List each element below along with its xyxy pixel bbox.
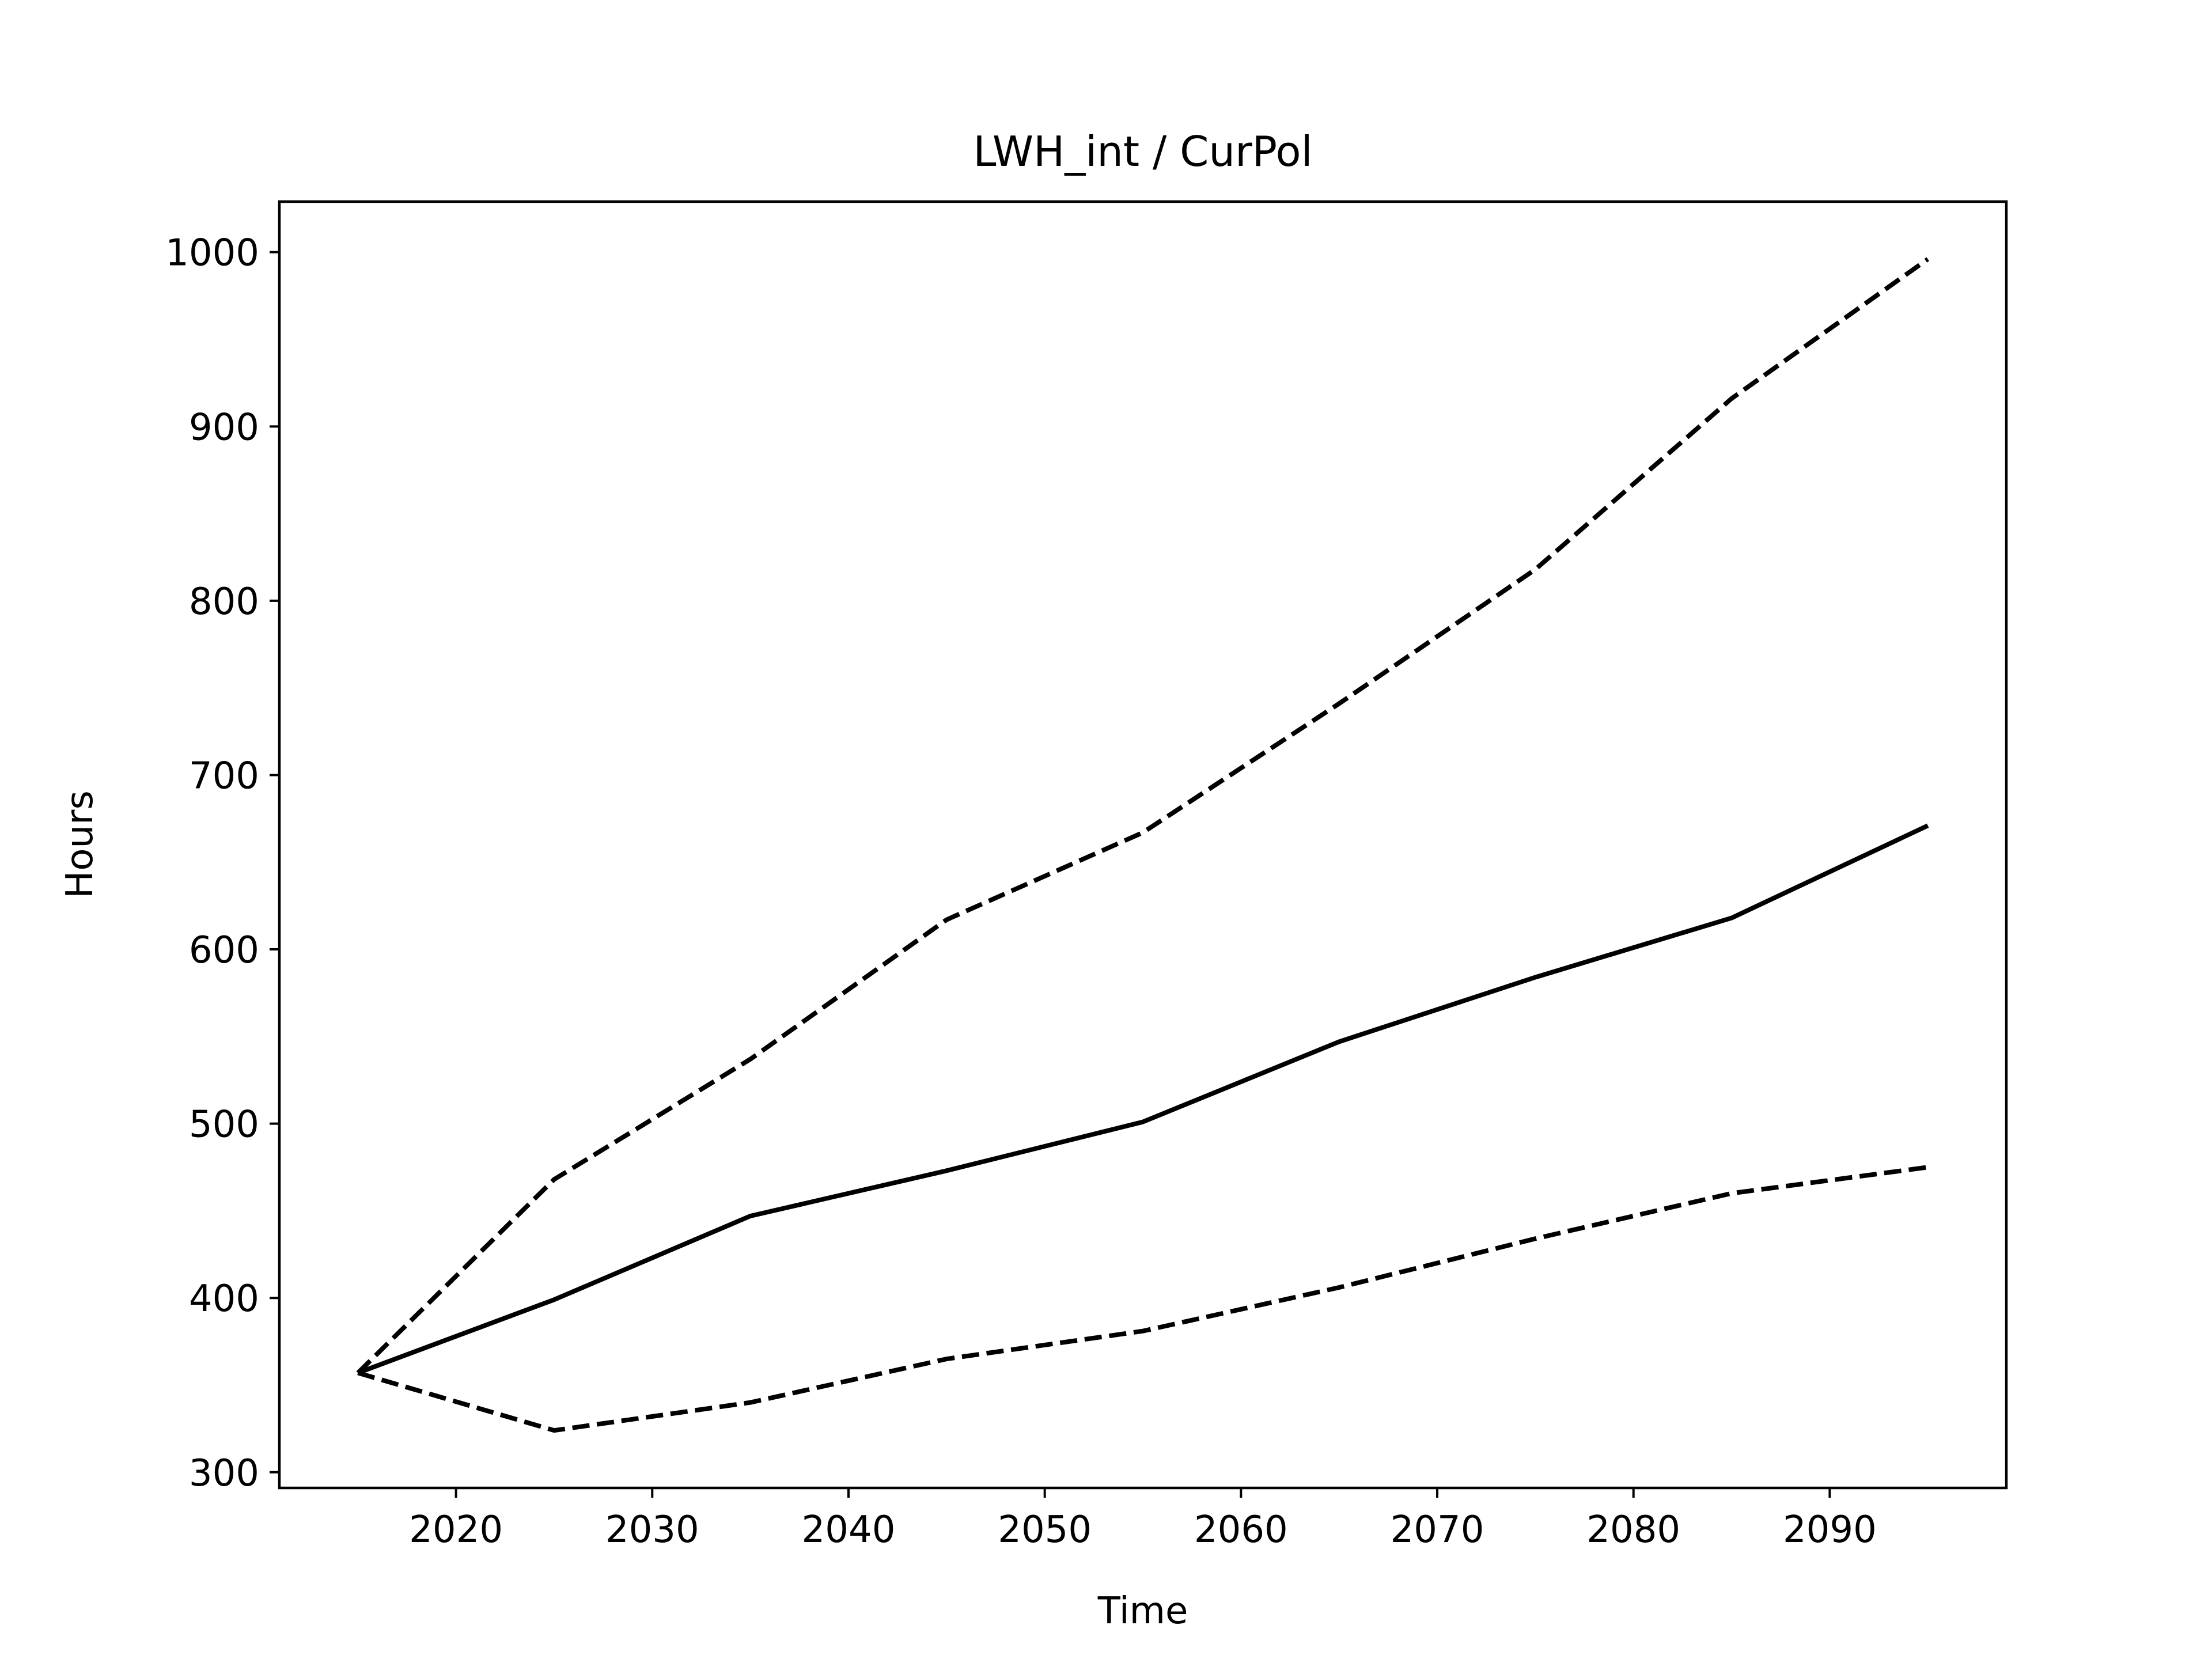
x-tick-label: 2050	[998, 1509, 1092, 1551]
y-tick-label: 500	[189, 1104, 259, 1146]
x-tick-label: 2070	[1391, 1509, 1484, 1551]
plot-area-frame	[278, 200, 2008, 1490]
plot-series	[356, 257, 1930, 1433]
y-tick-label: 300	[189, 1452, 259, 1495]
chart-title: LWH_int / CurPol	[973, 127, 1312, 176]
y-tick-label: 700	[189, 755, 259, 797]
x-tick-label: 2020	[409, 1509, 503, 1551]
y-tick-label: 900	[189, 406, 259, 449]
x-tick-label: 2060	[1194, 1509, 1288, 1551]
x-axis-label: Time	[1097, 1590, 1188, 1633]
median-series-line	[357, 823, 1929, 1376]
y-axis-label: Hours	[59, 790, 101, 899]
y-tick-label: 1000	[165, 232, 259, 275]
axis-ticks: 2020 2030 2040 2050 2060 2070 2080 2090 300 400 50…	[165, 232, 1877, 1551]
x-tick-label: 2080	[1586, 1509, 1680, 1551]
x-tick-label: 2030	[605, 1509, 699, 1551]
lower-bound-series-line	[357, 1165, 1929, 1433]
upper-bound-series-line	[356, 257, 1930, 1375]
y-tick-label: 800	[189, 581, 259, 623]
y-tick-label: 400	[189, 1278, 259, 1320]
x-tick-label: 2040	[802, 1509, 896, 1551]
y-tick-label: 600	[189, 929, 259, 972]
x-tick-label: 2090	[1783, 1509, 1877, 1551]
